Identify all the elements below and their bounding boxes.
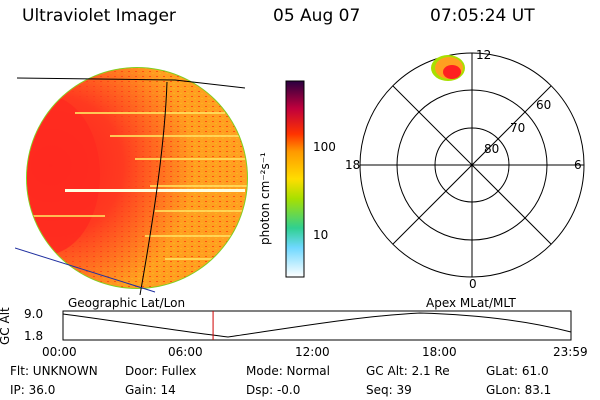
lat-label-60: 60 <box>536 98 551 112</box>
colorbar-unit: photon cm⁻²s⁻¹ <box>258 152 272 245</box>
status-glat: GLat: 61.0 <box>486 364 549 378</box>
apex-projection-label: Apex MLat/MLT <box>426 296 516 310</box>
colorbar-label-10: 10 <box>313 228 329 242</box>
mlt-label-6: 6 <box>574 158 582 172</box>
instrument-title: Ultraviolet Imager <box>22 6 176 26</box>
uv-earth-image <box>15 67 248 295</box>
lat-label-70: 70 <box>510 121 525 135</box>
status-flt: Flt: UNKNOWN <box>10 364 98 378</box>
time-tick-2359: 23:59 <box>553 345 588 359</box>
status-gain: Gain: 14 <box>125 383 176 397</box>
status-seq: Seq: 39 <box>366 383 412 397</box>
altitude-timeline-plot <box>62 310 572 341</box>
time-tick-0000: 00:00 <box>42 345 77 359</box>
time-tick-0600: 06:00 <box>168 345 203 359</box>
time-tick-1200: 12:00 <box>295 345 330 359</box>
observation-date: 05 Aug 07 <box>273 6 361 26</box>
mlt-label-0: 0 <box>469 277 477 288</box>
status-mode: Mode: Normal <box>246 364 330 378</box>
alt-tick-1-8: 1.8 <box>24 329 44 343</box>
colorbar-label-100: 100 <box>313 140 336 154</box>
status-ip: IP: 36.0 <box>10 383 56 397</box>
mlt-label-12: 12 <box>476 48 491 62</box>
mlt-label-18: 18 <box>345 158 360 172</box>
lat-label-80: 80 <box>484 142 499 156</box>
orbit-altitude-curve <box>62 312 572 338</box>
status-door: Door: Fullex <box>125 364 197 378</box>
status-dsp: Dsp: -0.0 <box>246 383 301 397</box>
alt-axis-label: GC Alt <box>0 307 12 345</box>
geographic-projection-label: Geographic Lat/Lon <box>68 296 186 310</box>
status-glon: GLon: 83.1 <box>486 383 552 397</box>
status-gc-alt: GC Alt: 2.1 Re <box>366 364 450 378</box>
colorbar <box>285 80 305 278</box>
time-tick-1800: 18:00 <box>422 345 457 359</box>
aurora-blob <box>431 55 465 81</box>
polar-mlat-mlt-plot: 12 18 6 0 60 70 80 <box>345 48 585 288</box>
observation-time: 07:05:24 UT <box>430 6 535 26</box>
alt-tick-9: 9.0 <box>24 307 44 321</box>
